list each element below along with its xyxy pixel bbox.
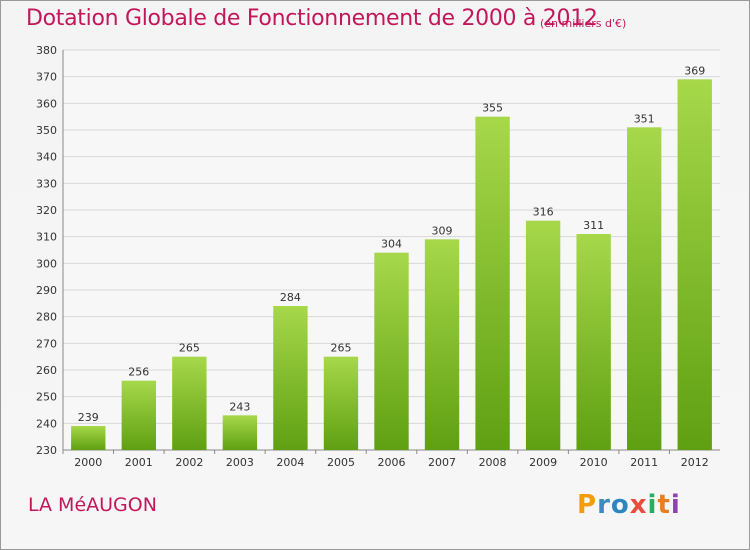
x-tick-label: 2007 [428,456,456,469]
bar-value-label: 316 [533,206,554,219]
y-tick-label: 230 [36,444,57,457]
bar-value-label: 369 [684,64,705,77]
proxiti-logo: Proxiti [577,490,681,520]
bar [525,220,561,450]
x-tick-label: 2004 [276,456,304,469]
bar-value-label: 265 [330,342,351,355]
bar [374,252,409,450]
bar [273,306,308,450]
y-tick-label: 260 [36,364,57,377]
bar-value-label: 239 [78,411,99,424]
bar [71,426,106,450]
bar-value-label: 309 [432,224,453,237]
bar [323,356,359,450]
bar-value-label: 243 [229,400,250,413]
x-tick-label: 2001 [125,456,153,469]
x-tick-label: 2003 [226,456,254,469]
y-tick-label: 370 [36,71,57,84]
bar [222,415,258,450]
bar [475,116,510,451]
logo-letter: P [577,490,598,520]
logo-letter: o [610,490,630,520]
x-tick-label: 2009 [529,456,557,469]
x-tick-label: 2000 [74,456,102,469]
x-tick-label: 2010 [580,456,608,469]
y-tick-label: 330 [36,177,57,190]
bar-value-label: 265 [179,342,200,355]
y-tick-label: 310 [36,231,57,244]
y-tick-label: 320 [36,204,57,217]
x-tick-label: 2011 [630,456,658,469]
bar [677,79,712,450]
commune-name: LA MéAUGON [28,494,157,516]
x-tick-label: 2012 [681,456,709,469]
y-tick-label: 270 [36,337,57,350]
bar-value-label: 256 [128,366,149,379]
y-tick-label: 350 [36,124,57,137]
bar-layer: 239 256 265 243 284 265 304 309 355 316 311 351 369 [71,64,712,451]
logo-letter: r [597,490,611,520]
y-tick-label: 380 [36,44,57,57]
logo-letter: i [670,490,681,520]
y-tick-label: 360 [36,97,57,110]
y-tick-label: 250 [36,391,57,404]
y-tick-label: 240 [36,417,57,430]
bar [576,234,611,450]
bar [424,239,460,450]
bar-value-label: 284 [280,291,301,304]
bar-value-label: 351 [634,112,655,125]
x-tick-label: 2002 [175,456,203,469]
chart-subtitle: (en milliers d'€) [540,17,627,30]
y-tick-label: 280 [36,311,57,324]
bar [172,356,207,450]
logo-letter: i [647,490,658,520]
x-tick-label: 2005 [327,456,355,469]
bar-value-label: 304 [381,238,402,251]
bar-value-label: 355 [482,102,503,115]
logo-letter: t [657,490,671,520]
y-tick-label: 300 [36,257,57,270]
y-tick-label: 340 [36,151,57,164]
x-tick-label: 2006 [378,456,406,469]
bar-value-label: 311 [583,219,604,232]
bar [627,127,662,450]
x-tick-label: 2008 [479,456,507,469]
y-tick-label: 290 [36,284,57,297]
bar [121,380,156,450]
logo-letter: x [629,490,648,520]
chart-title: Dotation Globale de Fonctionnement de 20… [26,6,598,31]
